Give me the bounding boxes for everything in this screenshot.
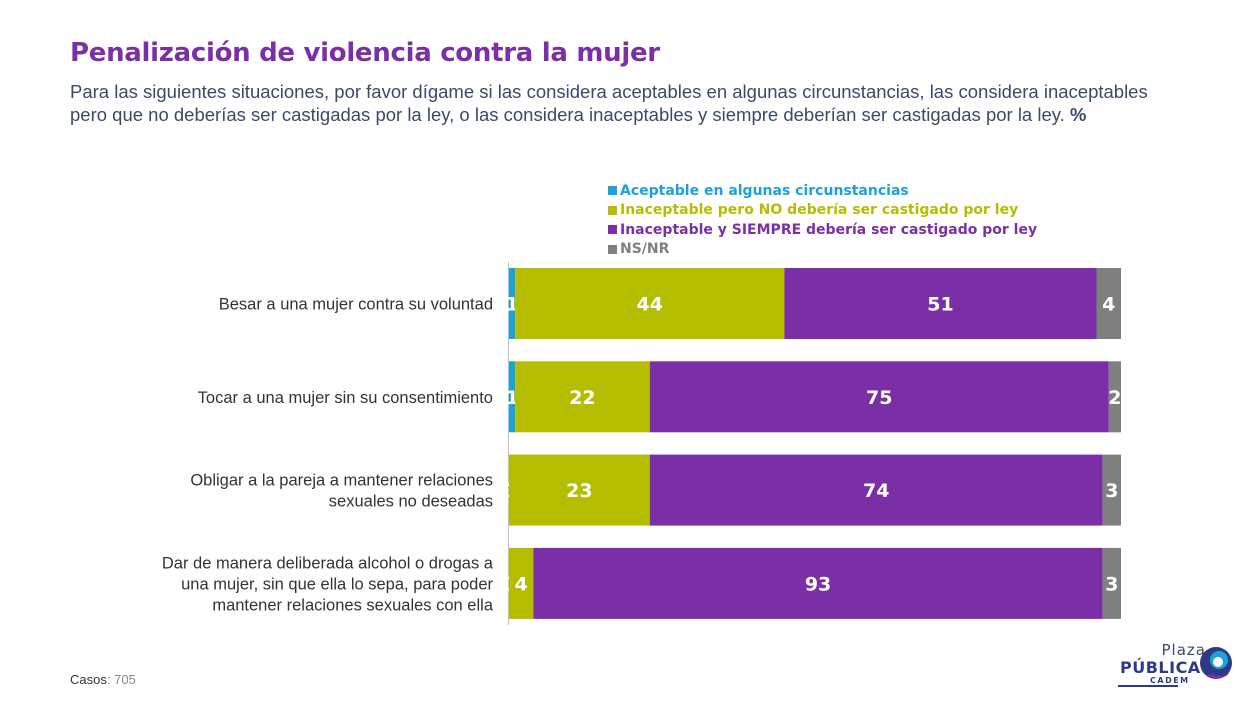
legend-label: Inaceptable pero NO debería ser castigad…: [620, 202, 1019, 219]
page-subtitle: Para las siguientes situaciones, por fav…: [70, 81, 1180, 126]
data-label: 51: [927, 294, 953, 316]
data-label: 3: [1105, 573, 1118, 595]
logo-text-cadem: CADEM: [1150, 676, 1190, 685]
bar-segment: [509, 268, 516, 339]
data-label: 75: [866, 387, 892, 409]
bar-segment: [509, 361, 516, 433]
legend-swatch: [608, 244, 617, 254]
logo-text-plaza: Plaza: [1161, 641, 1206, 659]
bar-segment: [1102, 454, 1121, 526]
bar-segment: [509, 547, 534, 619]
legend-item: Inaceptable y SIEMPRE debería ser castig…: [608, 220, 1037, 240]
data-label: 93: [805, 573, 831, 595]
data-label: 3: [1105, 480, 1118, 502]
bar-segment: [1102, 547, 1121, 619]
cases-note: Casos: 705: [70, 672, 136, 687]
legend-item: Inaceptable pero NO debería ser castigad…: [608, 201, 1037, 221]
data-label: 4: [515, 573, 528, 595]
category-label: mantener relaciones sexuales con ella: [212, 596, 493, 614]
logo-underline: [1118, 685, 1178, 687]
plaza-publica-cadem-logo: Plaza PÚBLICA CADEM: [1114, 641, 1240, 689]
logo-swirl-icon: [1200, 647, 1232, 679]
category-label: Obligar a la pareja a mantener relacione…: [190, 472, 493, 490]
legend-label: Inaceptable y SIEMPRE debería ser castig…: [620, 221, 1038, 238]
legend-label: NS/NR: [620, 241, 670, 258]
chart-legend: Aceptable en algunas circunstancias Inace…: [608, 181, 1037, 259]
bar-segment: [649, 454, 1103, 526]
category-label: Dar de manera deliberada alcohol o droga…: [162, 554, 494, 572]
bar-segment: [515, 268, 785, 339]
bar-segment: [1096, 268, 1121, 339]
bar-segment: [649, 361, 1109, 433]
category-label: una mujer, sin que ella lo sepa, para po…: [181, 575, 493, 593]
category-label: Tocar a una mujer sin su consentimiento: [198, 389, 493, 407]
cases-label: Casos: [70, 672, 107, 687]
page-title: Penalización de violencia contra la muje…: [70, 38, 660, 68]
legend-item: Aceptable en algunas circunstancias: [608, 181, 1037, 201]
legend-swatch: [608, 225, 617, 235]
bar-segment: [1108, 361, 1121, 433]
category-label: Besar a una mujer contra su voluntad: [219, 296, 493, 314]
data-label: 44: [637, 294, 663, 316]
legend-swatch: [608, 205, 617, 215]
bar-segment: [509, 454, 650, 526]
category-label: sexuales no deseadas: [329, 493, 493, 511]
logo-text-publica: PÚBLICA: [1120, 658, 1201, 677]
data-label: 23: [566, 480, 592, 502]
subtitle-text: Para las siguientes situaciones, por fav…: [70, 81, 1148, 125]
bar-segment: [533, 547, 1103, 619]
subtitle-unit: %: [1069, 103, 1087, 125]
legend-item: NS/NR: [608, 240, 1037, 260]
bar-segment: [515, 361, 650, 433]
data-label: 2: [1108, 387, 1121, 409]
data-label: 4: [1102, 294, 1115, 316]
cases-value: : 705: [106, 672, 136, 687]
bar-segment: [784, 268, 1097, 339]
legend-label: Aceptable en algunas circunstancias: [620, 182, 909, 199]
legend-swatch: [608, 186, 617, 196]
data-label: 74: [863, 480, 889, 502]
data-label: 22: [569, 387, 595, 409]
